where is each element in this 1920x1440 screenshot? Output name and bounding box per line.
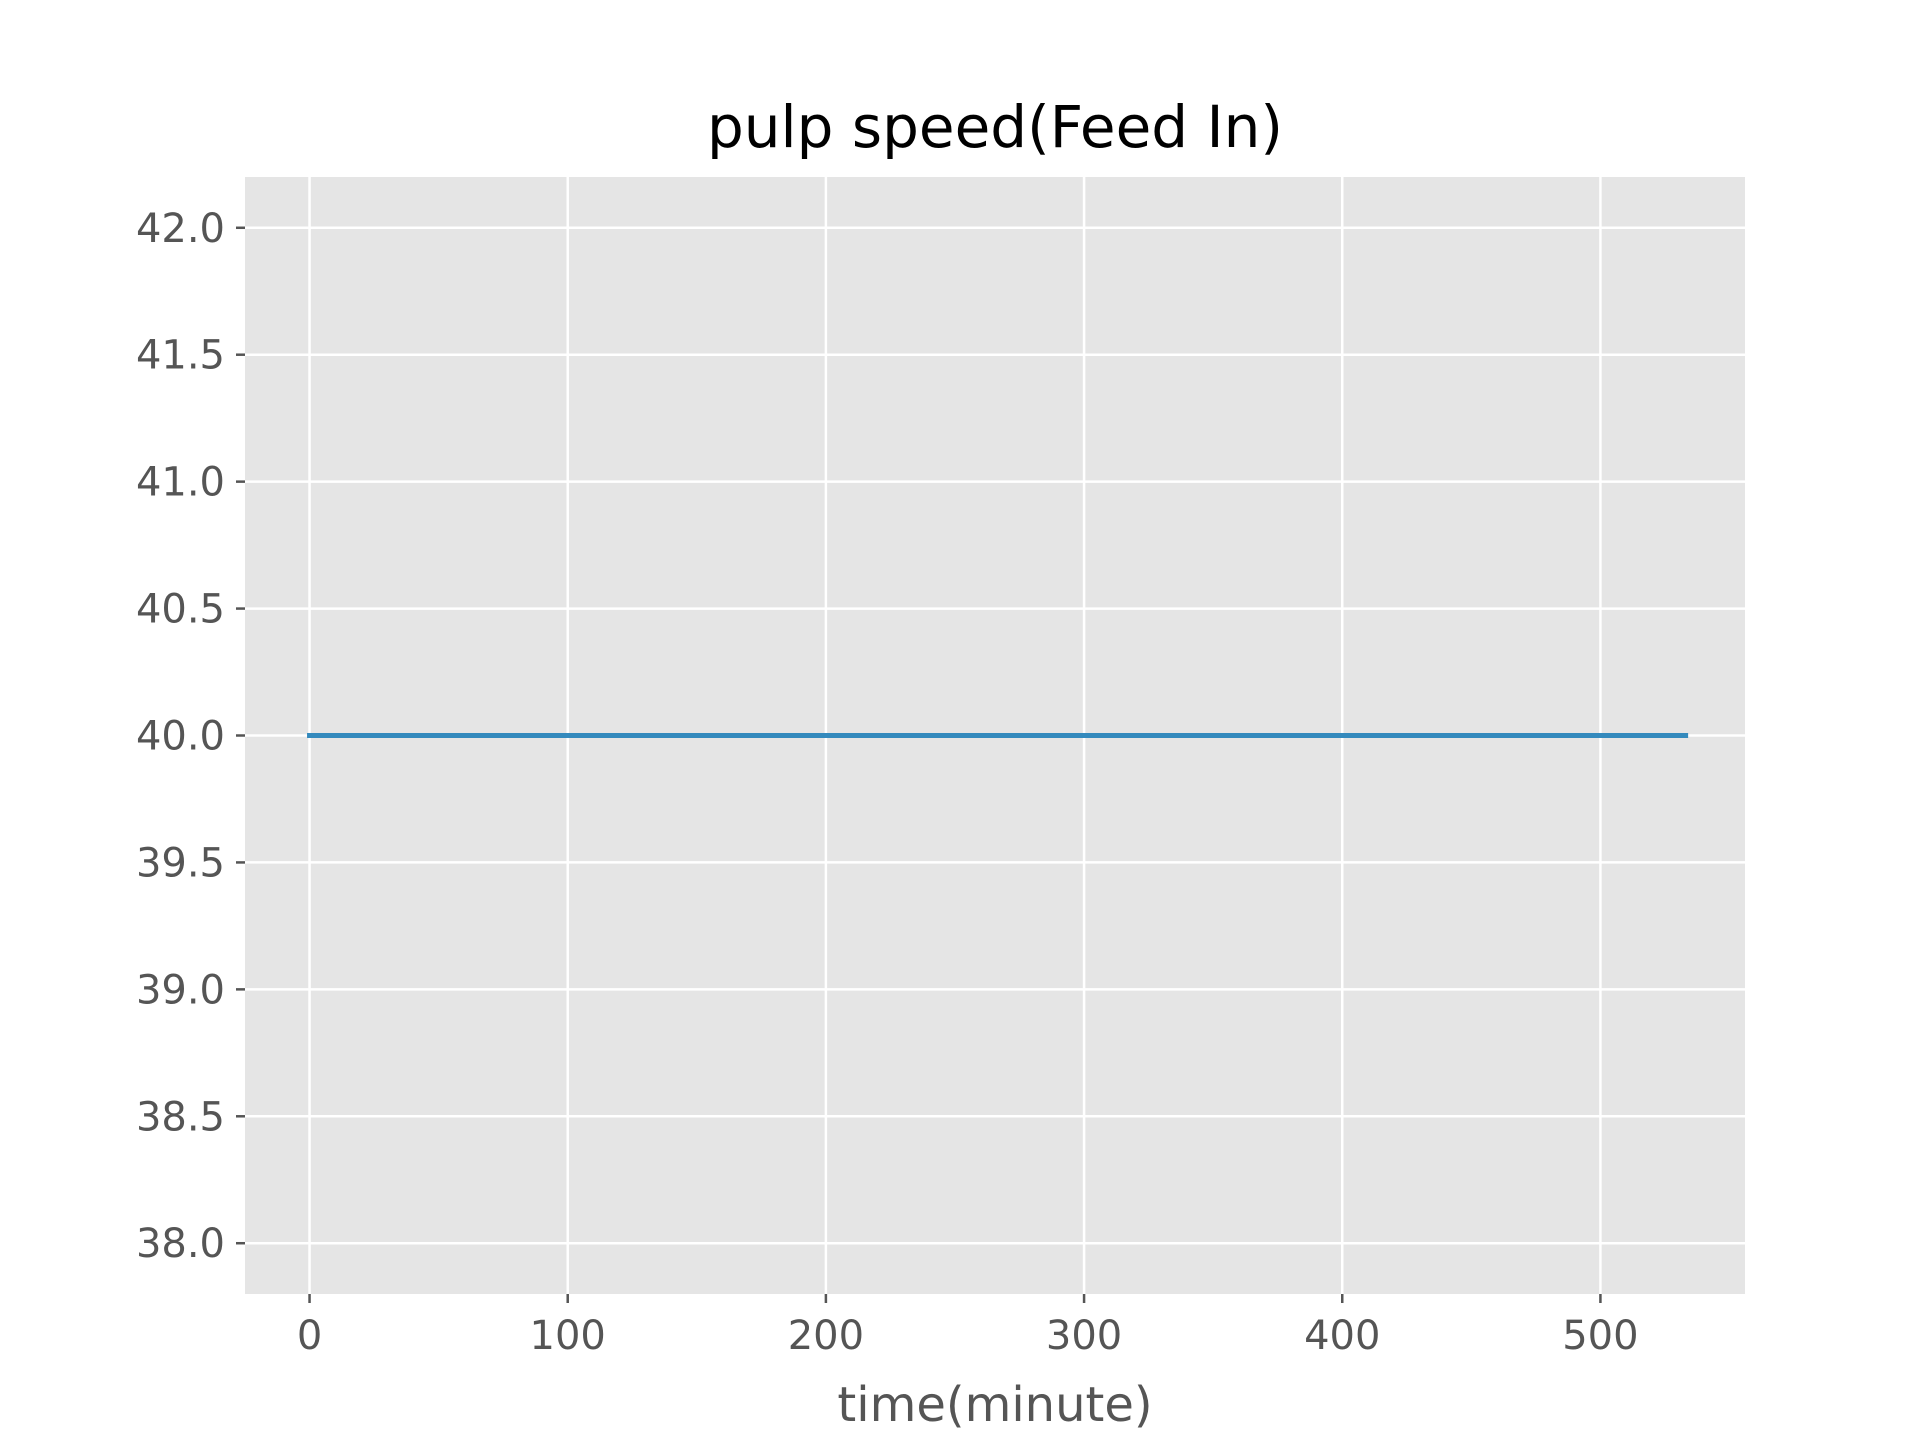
x-tick-label: 400 [1304,1313,1380,1359]
y-tick-label: 41.5 [136,333,225,379]
y-tick-label: 38.0 [136,1221,225,1267]
x-tick-label: 500 [1562,1313,1638,1359]
y-tick-label: 39.5 [136,840,225,886]
x-axis: 0 100 200 300 400 500 [297,1294,1639,1359]
x-tick-label: 300 [1046,1313,1122,1359]
x-axis-label: time(minute) [837,1377,1152,1433]
chart-title: pulp speed(Feed In) [707,93,1283,161]
y-tick-label: 39.0 [136,967,225,1013]
y-tick-label: 41.0 [136,460,225,506]
y-tick-label: 40.5 [136,587,225,633]
y-axis: 38.0 38.5 39.0 39.5 40.0 40.5 41.0 41.5 42.0 [136,206,245,1267]
x-tick-label: 100 [530,1313,606,1359]
y-tick-label: 42.0 [136,206,225,252]
y-tick-label: 38.5 [136,1094,225,1140]
x-tick-label: 200 [788,1313,864,1359]
y-tick-label: 40.0 [136,714,225,760]
x-tick-label: 0 [297,1313,322,1359]
